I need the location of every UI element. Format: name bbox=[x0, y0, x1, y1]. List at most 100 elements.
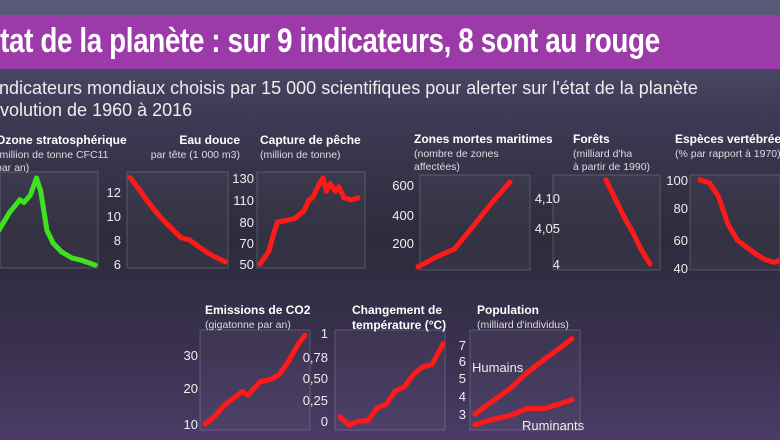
data-point bbox=[383, 401, 389, 407]
page-title: État de la planète : sur 9 indicateurs, … bbox=[0, 22, 660, 60]
data-point bbox=[355, 418, 361, 424]
data-point bbox=[127, 175, 133, 181]
series-label: Ruminants bbox=[522, 418, 585, 433]
data-point bbox=[320, 175, 326, 181]
chart-title: Espèces vertébrées bbox=[675, 132, 780, 146]
plot-frame bbox=[126, 171, 229, 269]
plot-frame bbox=[0, 171, 99, 269]
y-tick-label: 80 bbox=[674, 201, 688, 216]
chart-subtitle: par an) bbox=[0, 162, 29, 174]
y-tick-label: 0,78 bbox=[303, 350, 328, 365]
data-point bbox=[569, 336, 575, 342]
chart-subtitle: (gigatonne par an) bbox=[205, 319, 291, 331]
data-point bbox=[411, 371, 417, 377]
data-point bbox=[452, 246, 458, 252]
y-tick-label: 10 bbox=[184, 417, 198, 432]
chart-title: Forêts bbox=[573, 132, 610, 146]
y-tick-label: 3 bbox=[459, 407, 466, 422]
data-point bbox=[178, 235, 184, 241]
y-tick-label: 6 bbox=[459, 354, 466, 369]
data-point bbox=[341, 195, 347, 201]
y-tick-label: 400 bbox=[392, 208, 414, 223]
y-tick-label: 70 bbox=[240, 236, 254, 251]
data-point bbox=[336, 184, 342, 190]
chart-zones: Zones mortes maritimes (nombre de zonesaf… bbox=[392, 132, 553, 271]
data-point bbox=[638, 247, 644, 253]
data-point bbox=[392, 388, 398, 394]
plot-frame bbox=[552, 174, 661, 271]
data-point bbox=[21, 199, 27, 205]
data-point bbox=[195, 243, 201, 249]
chart-forets: Forêts (milliard d'haà partir de 1990) 4,1… bbox=[535, 132, 661, 272]
data-point bbox=[161, 218, 167, 224]
chart-ozone: Ozone stratosphérique (million de tonne C… bbox=[0, 133, 127, 269]
data-point bbox=[79, 258, 85, 264]
data-point bbox=[245, 392, 251, 398]
subtitle-2: Évolution de 1960 à 2016 bbox=[0, 100, 193, 120]
chart-especes: Espèces vertébrées (% par rapport à 1970)… bbox=[666, 132, 780, 276]
data-point bbox=[415, 264, 421, 270]
title-bar bbox=[0, 15, 780, 69]
chart-pop: Population (milliard d'individus) 76 5 4 3 Hum… bbox=[459, 303, 585, 433]
data-point bbox=[559, 344, 565, 350]
data-point bbox=[725, 221, 731, 227]
chart-title: Population bbox=[477, 303, 539, 317]
data-point bbox=[59, 249, 65, 255]
data-point bbox=[429, 362, 435, 367]
data-point bbox=[507, 386, 513, 392]
data-point bbox=[169, 226, 175, 232]
data-point bbox=[0, 227, 2, 233]
y-tick-label: 7 bbox=[459, 338, 466, 353]
y-tick-label: 5 bbox=[459, 371, 466, 386]
y-tick-label: 0,50 bbox=[303, 371, 328, 386]
data-point bbox=[276, 372, 282, 378]
y-tick-label: 4,10 bbox=[535, 191, 560, 206]
y-tick-label: 30 bbox=[184, 348, 198, 363]
data-point bbox=[324, 188, 329, 194]
data-point bbox=[317, 181, 322, 186]
data-point bbox=[706, 180, 712, 186]
data-point bbox=[266, 248, 272, 254]
data-point bbox=[489, 398, 495, 404]
data-point bbox=[775, 258, 780, 264]
chart-subtitle: par tête (1 000 m3) bbox=[151, 149, 240, 161]
chart-eau: Eau douce par tête (1 000 m3) 12 10 8 6 bbox=[107, 133, 241, 272]
data-point bbox=[301, 208, 307, 214]
y-tick-label: 8 bbox=[114, 233, 121, 248]
series-line bbox=[603, 177, 653, 267]
data-point bbox=[285, 359, 291, 365]
y-tick-label: 130 bbox=[232, 171, 254, 186]
y-tick-label: 110 bbox=[233, 193, 254, 208]
y-tick-label: 10 bbox=[107, 209, 121, 224]
data-point bbox=[401, 384, 407, 390]
data-point bbox=[17, 197, 23, 203]
data-point bbox=[507, 413, 513, 419]
chart-co2: Emissions de CO2 (gigatonne par an) 30 20 10 bbox=[184, 303, 311, 432]
plot-frame bbox=[256, 171, 366, 269]
y-tick-label: 200 bbox=[392, 236, 414, 251]
plot-frame bbox=[689, 174, 780, 271]
chart-subtitle: (nombre de zones bbox=[414, 148, 499, 160]
data-point bbox=[716, 194, 722, 200]
data-point bbox=[271, 230, 277, 235]
y-tick-label: 20 bbox=[184, 381, 198, 396]
data-point bbox=[743, 244, 749, 250]
y-tick-label: 4 bbox=[553, 257, 560, 272]
y-tick-label: 1 bbox=[321, 326, 328, 341]
data-point bbox=[507, 179, 513, 185]
data-point bbox=[230, 396, 236, 402]
chart-title: Changement de bbox=[352, 303, 442, 317]
y-tick-label: 4,05 bbox=[535, 221, 560, 236]
chart-subtitle: (% par rapport à 1970) bbox=[675, 148, 780, 160]
data-point bbox=[302, 332, 308, 338]
data-point bbox=[753, 251, 759, 257]
data-point bbox=[327, 181, 333, 186]
y-tick-label: 600 bbox=[392, 178, 414, 193]
series-label: Humains bbox=[472, 360, 524, 375]
data-point bbox=[472, 411, 478, 417]
data-point bbox=[310, 195, 315, 201]
data-point bbox=[239, 389, 245, 395]
y-tick-label: 40 bbox=[674, 261, 688, 276]
data-point bbox=[144, 197, 150, 203]
